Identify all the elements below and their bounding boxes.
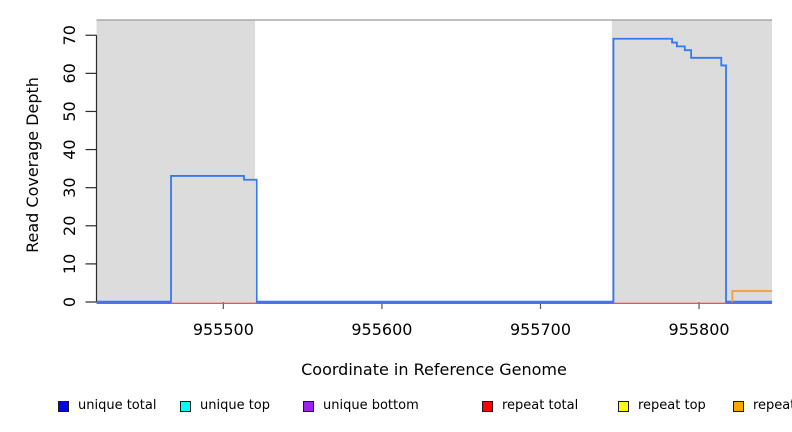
legend-item-label: repeat top <box>638 398 706 413</box>
y-tick-label: 70 <box>60 25 79 45</box>
x-tick-label: 955500 <box>193 320 254 339</box>
legend-item-repeat-top: repeat top <box>618 399 706 413</box>
y-tick-label: 50 <box>60 101 79 121</box>
chart-root: 0 10 20 30 40 50 60 70 955500 955600 955700 955800 <box>60 19 772 339</box>
legend-item-label: unique bottom <box>323 398 419 413</box>
legend-item-repeat-total: repeat total <box>482 399 578 413</box>
unique-bottom-swatch-icon <box>303 400 314 412</box>
right-shaded-region <box>611 20 772 302</box>
series-repeat-bottom-line <box>731 290 772 303</box>
repeat-total-swatch-icon <box>482 400 493 412</box>
y-tick-label: 20 <box>60 216 79 236</box>
legend-item-repeat-bottom: repeat bottom <box>733 399 792 413</box>
y-axis-title: Read Coverage Depth <box>23 77 42 253</box>
legend-item-unique-bottom: unique bottom <box>303 399 419 413</box>
legend-item-unique-total: unique total <box>58 399 156 413</box>
legend-item-label: repeat bottom <box>753 398 792 413</box>
y-tick-label: 40 <box>60 139 79 159</box>
left-shaded-region <box>96 20 256 302</box>
repeat-top-swatch-icon <box>618 400 629 412</box>
legend-item-unique-top: unique top <box>180 399 270 413</box>
x-tick-label: 955600 <box>351 320 412 339</box>
x-tick-label: 955800 <box>669 320 730 339</box>
legend-item-label: unique top <box>200 398 271 413</box>
legend-item-label: repeat total <box>502 398 579 413</box>
x-axis-title: Coordinate in Reference Genome <box>301 360 567 379</box>
x-tick-label: 955700 <box>510 320 571 339</box>
unique-top-swatch-icon <box>180 400 191 412</box>
series-unique-total-line <box>96 37 772 303</box>
unique-total-swatch-icon <box>58 400 69 412</box>
legend: unique total unique top unique bottom repea… <box>0 399 792 417</box>
repeat-bottom-swatch-icon <box>733 400 744 412</box>
y-tick-label: 10 <box>60 254 79 274</box>
legend-item-label: unique total <box>78 398 157 413</box>
y-tick-label: 0 <box>60 297 79 307</box>
y-tick-label: 30 <box>60 177 79 197</box>
y-tick-label: 60 <box>60 63 79 83</box>
